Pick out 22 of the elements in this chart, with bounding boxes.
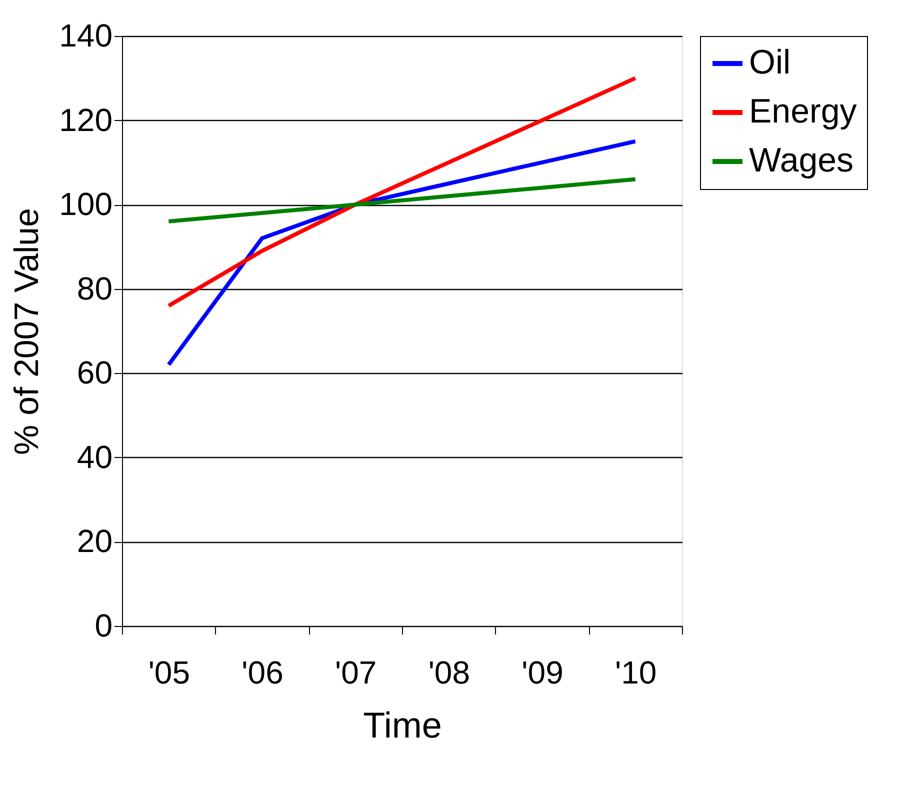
x-tick-label: '10 xyxy=(614,654,657,690)
y-tick-label: 40 xyxy=(76,438,112,475)
y-tick-label: 60 xyxy=(76,354,112,391)
legend-label: Oil xyxy=(749,44,791,82)
legend-label: Energy xyxy=(749,92,857,130)
x-axis-title: Time xyxy=(363,704,442,746)
x-tick-label: '08 xyxy=(428,654,470,690)
y-tick-label: 120 xyxy=(59,102,112,138)
line-series xyxy=(166,139,638,367)
y-tick-label: 0 xyxy=(94,608,112,644)
y-axis-title: % of 2007 Value xyxy=(8,208,46,455)
x-tick-label: '07 xyxy=(334,654,377,690)
y-tick-label: 100 xyxy=(59,186,112,222)
line-series xyxy=(166,76,638,308)
x-tick-label: '09 xyxy=(522,654,564,690)
y-tick-label: 20 xyxy=(76,523,112,560)
x-tick-label: '06 xyxy=(242,654,284,690)
y-tick-label: 140 xyxy=(59,18,112,54)
legend-label: Wages xyxy=(749,142,854,180)
y-tick-label: 80 xyxy=(76,270,112,306)
x-tick-label: '05 xyxy=(148,654,190,690)
line-series xyxy=(166,177,638,224)
